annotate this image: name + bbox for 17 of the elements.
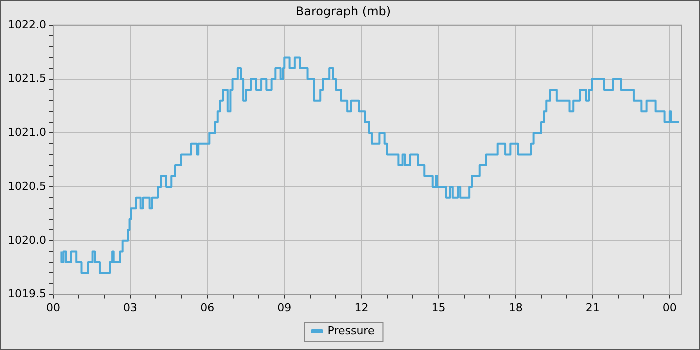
y-tick-label: 1020.5: [8, 180, 46, 193]
x-tick-label: 12: [354, 301, 369, 314]
x-tick-label: 06: [200, 301, 215, 314]
y-tick-label: 1021.0: [8, 126, 46, 140]
y-tick-label: 1021.5: [8, 72, 46, 86]
x-tick-label: 15: [432, 301, 446, 314]
y-tick-label: 1022.0: [8, 18, 46, 32]
x-tick-label: 09: [278, 301, 292, 314]
x-tick-label: 00: [662, 301, 677, 314]
x-tick-label: 03: [124, 301, 138, 314]
y-tick-label: 1020.0: [8, 234, 46, 247]
x-tick-label: 18: [508, 301, 523, 314]
y-tick-label: 1019.5: [8, 288, 46, 301]
x-tick-label: 00: [46, 301, 60, 314]
legend-label: Pressure: [328, 324, 375, 338]
x-tick-label: 21: [586, 301, 600, 314]
chart-title: Barograph (mb): [296, 4, 392, 18]
